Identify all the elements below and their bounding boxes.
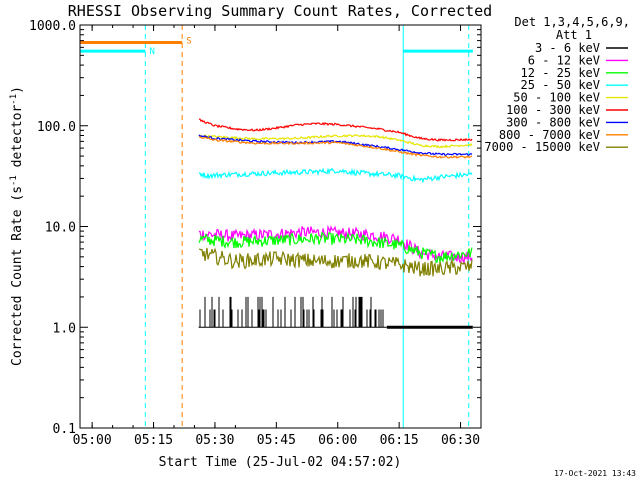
- chart-title: RHESSI Observing Summary Count Rates, Co…: [68, 2, 492, 20]
- axis-ticks: 05:00 05:15 05:30 05:45 06:00 06:15 06:30 1000.…: [29, 19, 481, 448]
- series-9: [199, 247, 473, 277]
- series-4: [80, 49, 473, 184]
- y-label-part: -1: [9, 94, 19, 105]
- y-label-part: detector: [10, 105, 25, 176]
- annotation-1: N: [149, 47, 154, 57]
- legend-label-2: 6 - 12 keV: [528, 53, 600, 67]
- series-1-segment-1: [199, 296, 384, 328]
- legend-label-5: 50 - 100 keV: [513, 91, 600, 105]
- series-1: [198, 296, 473, 329]
- legend-label-9: 7000 - 15000 keV: [484, 140, 600, 154]
- legend-label-7: 300 - 800 keV: [506, 115, 600, 129]
- series-6: [198, 118, 473, 142]
- series-3-segment-1: [198, 231, 473, 263]
- y-label-part: -1: [9, 175, 19, 186]
- y-axis-label: Corrected Count Rate (s-1 detector-1): [9, 86, 25, 366]
- y-label-part: ): [10, 86, 25, 94]
- y-tick-label-3: 10.0: [45, 221, 76, 236]
- legend-label-8: 800 - 7000 keV: [499, 128, 600, 142]
- legend-label-3: 12 - 25 keV: [521, 66, 600, 80]
- x-tick-label-1: 05:00: [73, 433, 112, 448]
- legend-label-6: 100 - 300 keV: [506, 103, 600, 117]
- annotation-2: S: [186, 37, 191, 47]
- x-tick-label-4: 05:45: [257, 433, 296, 448]
- x-tick-label-5: 06:00: [318, 433, 357, 448]
- series-5: [198, 133, 473, 149]
- data-marks: NS: [80, 25, 473, 428]
- x-axis-label: Start Time (25-Jul-02 04:57:02): [159, 455, 402, 470]
- series-8: [80, 41, 473, 159]
- series-8-segment-2: [198, 136, 473, 159]
- y-tick-label-4: 1.0: [53, 321, 76, 336]
- y-tick-label-2: 100.0: [37, 120, 76, 135]
- x-tick-label-2: 05:15: [134, 433, 173, 448]
- series-5-segment-1: [198, 133, 473, 149]
- x-tick-label-6: 06:15: [380, 433, 419, 448]
- y-tick-label-1: 1000.0: [29, 19, 76, 34]
- x-tick-label-7: 06:30: [441, 433, 480, 448]
- legend-label-4: 25 - 50 keV: [521, 78, 600, 92]
- legend-header-1: Det 1,3,4,5,6,9,: [514, 15, 630, 29]
- series-4-segment-2: [198, 167, 473, 184]
- series-9-segment-1: [199, 247, 473, 277]
- series-3: [198, 231, 473, 263]
- legend-header-2: Att 1: [556, 28, 592, 42]
- y-label-part: Corrected Count Rate (s: [10, 186, 25, 366]
- series-6-segment-1: [198, 118, 473, 142]
- x-tick-label-3: 05:30: [195, 433, 234, 448]
- footer-date: 17-Oct-2021 13:43: [554, 469, 636, 478]
- legend-label-1: 3 - 6 keV: [535, 41, 600, 55]
- y-tick-label-5: 0.1: [53, 422, 76, 437]
